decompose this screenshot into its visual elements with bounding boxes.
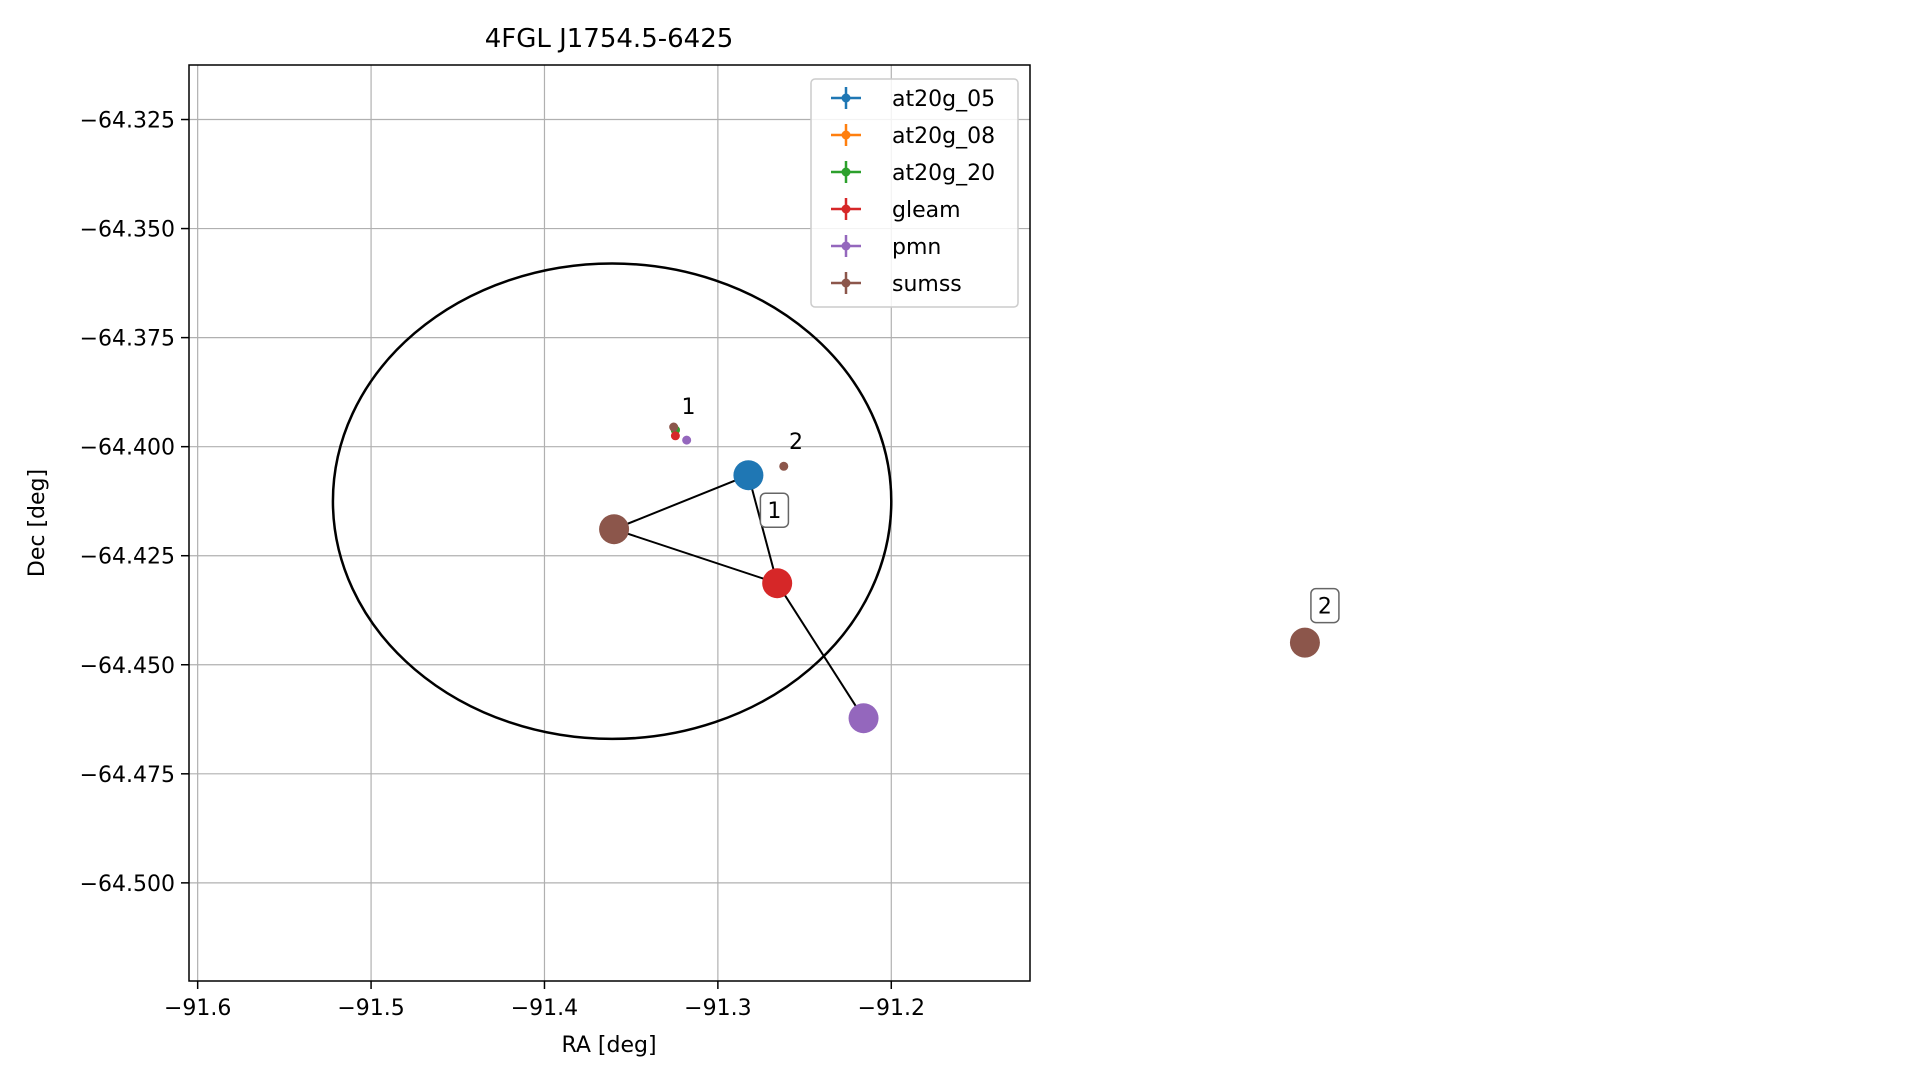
localization-ellipse-outline xyxy=(331,262,893,741)
data-point-sumss xyxy=(779,461,789,471)
graph-node-gleam-node xyxy=(762,568,793,599)
data-points xyxy=(669,422,789,471)
legend-label: gleam xyxy=(892,198,961,223)
x-tick-label: −91.4 xyxy=(511,996,578,1021)
graph-label-text: 2 xyxy=(1318,595,1332,620)
legend-label: at20g_08 xyxy=(892,124,995,149)
data-point-gleam xyxy=(670,431,680,441)
legend-label: at20g_05 xyxy=(892,87,995,112)
y-tick-label: −64.325 xyxy=(80,109,175,134)
legend-marker-dot xyxy=(841,130,851,140)
point-annotation-label: 1 xyxy=(681,395,695,420)
graph-edge xyxy=(613,474,749,531)
graph-edge xyxy=(776,582,865,719)
y-tick-label: −64.450 xyxy=(80,654,175,679)
y-tick-label: −64.425 xyxy=(80,545,175,570)
legend-marker-dot xyxy=(841,93,851,103)
graph-node-sumss-node-1 xyxy=(599,514,630,545)
sky-map-panel: 4FGL J1754.5-6425 12 −91.6 −91.5 −91.4 −91.… xyxy=(25,24,1031,1058)
plot-frame xyxy=(188,64,1031,982)
legend-marker-dot xyxy=(841,241,851,251)
graph-label-box xyxy=(1310,587,1340,624)
legend-marker-dot xyxy=(841,167,851,177)
chart-title: 4FGL J1754.5-6425 xyxy=(485,24,734,54)
legend-frame xyxy=(810,78,1019,308)
legend-label: sumss xyxy=(892,272,962,297)
graph-edge xyxy=(613,528,778,585)
data-point-sumss xyxy=(669,422,679,432)
x-axis-ticks: −91.6 −91.5 −91.4 −91.3 −91.2 xyxy=(164,981,925,1021)
y-tick-label: −64.350 xyxy=(80,218,175,243)
x-tick-label: −91.6 xyxy=(164,996,231,1021)
x-tick-label: −91.5 xyxy=(337,996,404,1021)
point-annotations: 12 xyxy=(681,395,803,455)
network-graph-panel: 12 xyxy=(599,460,1340,734)
y-tick-label: −64.500 xyxy=(80,872,175,897)
legend-label: pmn xyxy=(892,235,941,260)
x-tick-label: −91.3 xyxy=(684,996,751,1021)
y-tick-label: −64.375 xyxy=(80,327,175,352)
legend-label: at20g_20 xyxy=(892,161,995,186)
y-tick-label: −64.475 xyxy=(80,763,175,788)
data-point-pmn xyxy=(682,435,692,445)
x-axis-label: RA [deg] xyxy=(561,1033,656,1058)
y-tick-label: −64.400 xyxy=(80,436,175,461)
graph-node-labels: 12 xyxy=(759,492,1340,624)
graph-nodes xyxy=(599,460,1320,734)
graph-edges xyxy=(613,474,865,719)
legend-marker-dot xyxy=(841,204,851,214)
graph-edge xyxy=(747,474,779,584)
graph-label-box xyxy=(759,492,790,528)
point-annotation-label: 2 xyxy=(789,430,803,455)
y-axis-ticks: −64.325 −64.350 −64.375 −64.400 −64.425 −64.4… xyxy=(80,109,189,897)
graph-node-sumss-node-2 xyxy=(1289,627,1320,658)
graph-node-pmn-node xyxy=(848,703,879,734)
legend-marker-dot xyxy=(841,278,851,288)
graph-node-at20g-node xyxy=(733,460,764,491)
localization-ellipse xyxy=(331,262,893,741)
y-axis-label: Dec [deg] xyxy=(25,469,50,577)
graph-label-text: 1 xyxy=(767,499,781,524)
x-tick-label: −91.2 xyxy=(858,996,925,1021)
